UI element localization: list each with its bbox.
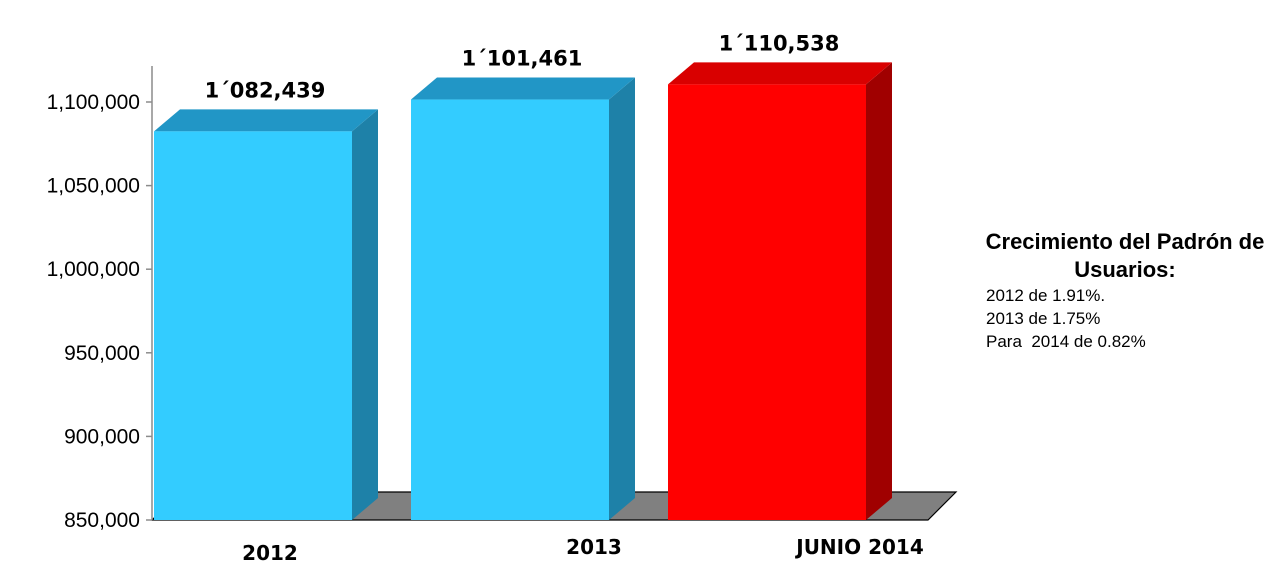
bar-top xyxy=(154,109,378,132)
bar-side xyxy=(609,77,635,521)
growth-note-line-2013: 2013 de 1.75% xyxy=(986,309,1101,328)
y-tick-label: 850,000 xyxy=(64,509,140,532)
bar-side xyxy=(352,109,378,520)
y-tick-label: 900,000 xyxy=(64,425,140,448)
bar-top xyxy=(668,62,892,85)
data-labels: 1´082,439 1´101,461 1´110,538 xyxy=(205,31,840,102)
x-tick-label: 2012 xyxy=(242,541,298,565)
growth-note-line-2012: 2012 de 1.91%. xyxy=(986,286,1106,305)
bar-front xyxy=(668,84,866,520)
y-tick-label: 1,100,000 xyxy=(47,91,140,114)
x-tick-label: 2013 xyxy=(566,535,622,559)
growth-note-line-2014: Para 2014 de 0.82% xyxy=(986,332,1146,351)
bar xyxy=(411,77,635,521)
y-tick-label: 1,050,000 xyxy=(47,175,140,198)
bar xyxy=(154,109,378,520)
x-tick-labels: 2012 2013 JUNIO 2014 xyxy=(242,535,924,565)
bar-top xyxy=(411,77,635,100)
data-label: 1´101,461 xyxy=(462,47,583,71)
bar-side xyxy=(866,62,892,520)
bar-front xyxy=(411,99,609,521)
bar xyxy=(668,62,892,520)
y-tick-label: 1,000,000 xyxy=(47,258,140,281)
bar-front xyxy=(154,131,352,520)
data-label: 1´110,538 xyxy=(719,31,840,55)
x-tick-label: JUNIO 2014 xyxy=(794,535,924,559)
data-label: 1´082,439 xyxy=(205,78,326,102)
y-tick-labels: 850,000 900,000 950,000 1,000,000 1,050,000 1… xyxy=(47,91,152,532)
growth-note: Crecimiento del Padrón de Usuarios: 2012… xyxy=(980,228,1270,353)
y-tick-label: 950,000 xyxy=(64,342,140,365)
bars xyxy=(154,62,892,521)
growth-note-title: Crecimiento del Padrón de Usuarios: xyxy=(985,229,1265,282)
